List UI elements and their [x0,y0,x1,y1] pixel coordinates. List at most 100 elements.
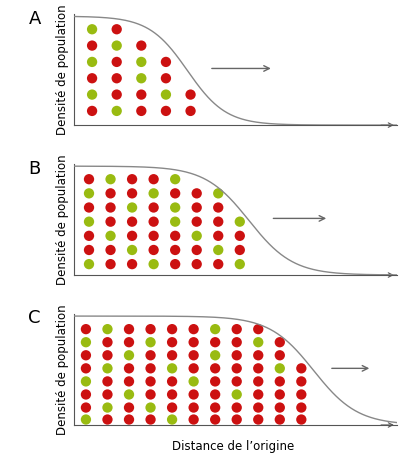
Point [86,190,92,197]
Point [147,416,154,423]
Point [255,391,261,398]
Point [172,246,178,254]
Point [172,204,178,211]
Point [113,91,120,99]
Point [276,416,283,423]
Point [147,365,154,372]
Point [276,339,283,346]
Point [86,218,92,226]
Point [190,365,197,372]
Point [190,352,197,359]
Point [147,391,154,398]
Point [298,391,305,398]
Point [212,352,218,359]
Point [163,58,169,66]
Point [236,246,243,254]
Point [104,339,111,346]
Point [147,404,154,411]
Text: Distance de l’origine: Distance de l’origine [172,440,294,453]
Point [255,378,261,385]
Point [86,232,92,240]
Point [151,204,157,211]
Point [236,232,243,240]
Point [138,91,145,99]
Point [104,391,111,398]
Point [169,391,175,398]
Point [172,190,178,197]
Text: C: C [28,310,41,327]
Point [255,416,261,423]
Point [113,42,120,50]
Point [83,416,89,423]
Point [86,246,92,254]
Point [83,339,89,346]
Point [107,190,114,197]
Point [193,246,200,254]
Point [187,107,194,115]
Point [276,365,283,372]
Point [212,378,218,385]
Point [276,404,283,411]
Point [138,58,145,66]
Point [169,416,175,423]
Point [83,352,89,359]
Point [169,365,175,372]
Point [193,190,200,197]
Point [151,176,157,183]
Point [193,204,200,211]
Point [151,246,157,254]
Point [89,42,95,50]
Point [83,325,89,333]
Point [107,176,114,183]
Point [255,404,261,411]
Point [104,325,111,333]
Point [147,352,154,359]
Point [138,107,145,115]
Point [147,325,154,333]
Point [255,339,261,346]
Point [215,190,222,197]
Point [86,261,92,268]
Point [107,261,114,268]
Point [190,325,197,333]
Point [89,75,95,82]
Point [113,75,120,82]
Point [163,75,169,82]
Point [126,352,132,359]
Text: A: A [28,9,41,28]
Point [169,339,175,346]
Point [298,378,305,385]
Point [83,378,89,385]
Point [298,404,305,411]
Point [86,204,92,211]
Point [107,218,114,226]
Point [83,404,89,411]
Point [104,365,111,372]
Point [151,190,157,197]
Point [276,391,283,398]
Point [104,416,111,423]
Point [129,246,135,254]
Point [126,416,132,423]
Point [104,404,111,411]
Point [298,416,305,423]
Point [151,261,157,268]
Point [234,352,240,359]
Point [298,365,305,372]
Point [86,176,92,183]
Point [255,325,261,333]
Point [107,232,114,240]
Point [129,261,135,268]
Point [215,232,222,240]
Point [212,325,218,333]
Point [126,391,132,398]
Point [215,204,222,211]
Point [104,378,111,385]
Y-axis label: Densité de population: Densité de population [56,4,70,135]
Point [234,339,240,346]
Point [172,176,178,183]
Point [147,339,154,346]
Point [215,261,222,268]
Point [113,58,120,66]
Point [104,352,111,359]
